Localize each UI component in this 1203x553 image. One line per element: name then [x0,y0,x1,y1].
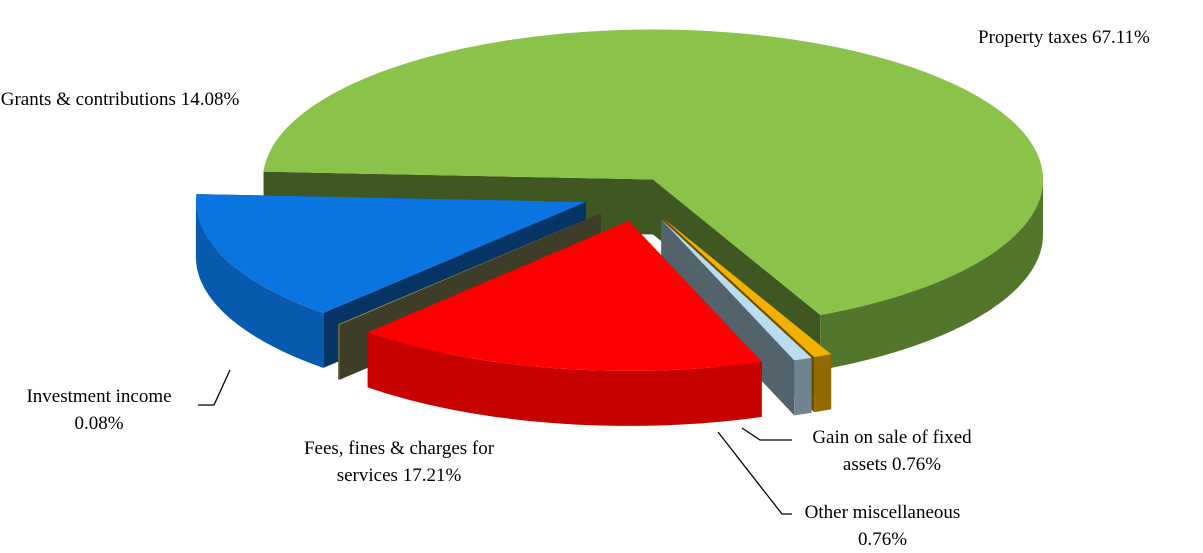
data-label: Gain on sale of fixed assets 0.76% [792,424,992,478]
slice-top [367,220,762,371]
slice-top [663,218,832,358]
data-label: Property taxes 67.11% [978,24,1203,51]
slice-wall [820,179,1044,371]
label-value: 17.21% [402,465,462,486]
label-category: Property taxes [978,27,1088,48]
slice-wall [195,201,324,368]
label-category: Grants & contributions [0,89,176,110]
slice-top [661,219,812,361]
label-category: Gain on sale of fixed assets [812,427,972,475]
leader-line [717,431,792,515]
label-category: Fees, fines & charges for services [303,438,495,486]
data-label: Investment income 0.08% [4,383,194,437]
leader-line [198,369,231,406]
slice [367,220,762,426]
label-category: Investment income [26,386,172,407]
slice-top [338,213,601,325]
data-label: Other miscellaneous 0.76% [790,499,975,553]
leader-line [741,427,792,441]
label-value: 0.76% [892,454,942,475]
data-label: Fees, fines & charges for services 17.21… [300,435,498,489]
label-category: Other miscellaneous [804,502,961,523]
slice-wall [814,354,832,413]
slice-wall [338,324,340,380]
label-value: 14.08% [180,89,240,110]
slice-wall [367,332,762,426]
slice-top [195,194,586,313]
data-label: Grants & contributions 14.08% [0,86,240,113]
slice-top [263,29,1044,316]
label-value: 67.11% [1091,27,1150,48]
slice-wall [794,357,812,416]
label-value: 0.76% [857,529,908,550]
label-value: 0.08% [74,413,124,434]
